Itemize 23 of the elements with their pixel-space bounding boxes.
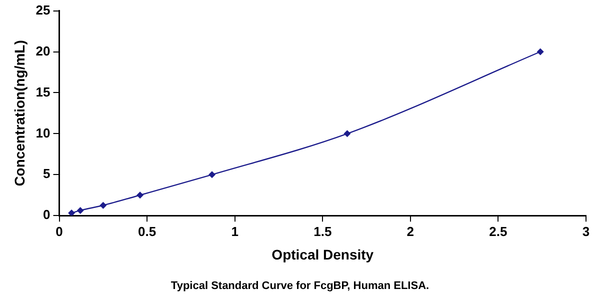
- point: [344, 130, 351, 138]
- y-tick-label: 5: [43, 166, 50, 182]
- y-tick-label: 20: [36, 43, 50, 58]
- point: [100, 202, 107, 209]
- point: [136, 192, 144, 199]
- text: Typical Standard Curve for FcgBP, Human ELISA.: [170, 280, 430, 292]
- point: [76, 206, 84, 214]
- point: [536, 48, 544, 56]
- x-tick-label: 3: [582, 224, 590, 239]
- x-tick-label: 0.5: [138, 224, 156, 239]
- y-tick-label: 0: [43, 207, 50, 222]
- x-tick-label: 1: [231, 224, 238, 239]
- point: [208, 171, 216, 178]
- y-tick-label: 15: [36, 84, 50, 100]
- point: [68, 210, 76, 216]
- x-axis-title: Optical Density: [272, 246, 374, 262]
- y-axis-title: Concentration(ng/mL): [11, 40, 28, 186]
- x-tick-label: 2.5: [489, 224, 508, 239]
- y-tick-label: 10: [36, 125, 50, 140]
- x-tick-label: 0: [56, 224, 63, 239]
- x-tick-label: 1.5: [314, 224, 332, 239]
- x-tick-label: 2: [406, 224, 414, 239]
- y-tick-label: 25: [36, 2, 50, 18]
